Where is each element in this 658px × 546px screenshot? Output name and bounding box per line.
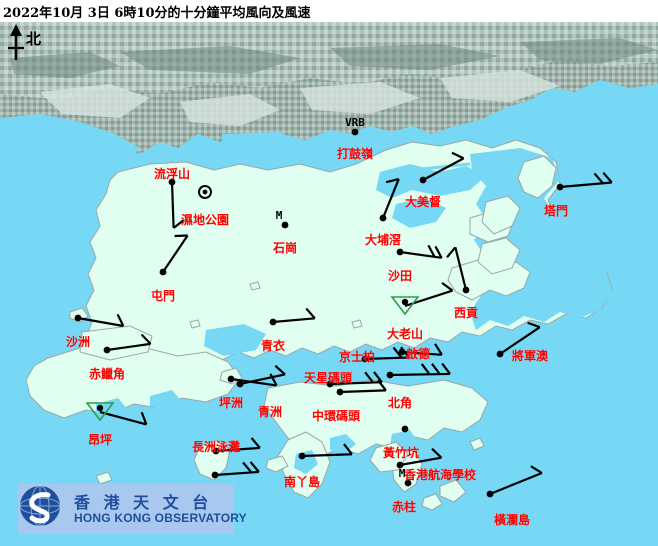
- station-flag-3: M: [275, 209, 283, 222]
- map-canvas: 北 打鼓嶺 VRB 流浮山濕地公園石崗 M 大美督塔門大埔滘沙田屯門西貢沙洲 大老山青衣赤…: [0, 22, 658, 546]
- station-marker: [396, 244, 443, 259]
- north-arrow-icon: [8, 24, 24, 60]
- station-label-22: 昂坪: [87, 433, 113, 447]
- station-label-9: 西貢: [453, 306, 479, 320]
- page-title: 2022年10月 3日 6時10分的十分鐘平均風向及風速: [3, 6, 311, 21]
- station-marker: [398, 343, 443, 356]
- station-label-1: 流浮山: [153, 167, 191, 181]
- station-label-15: 啟德: [405, 347, 431, 361]
- station-marker: [396, 447, 443, 469]
- map-geography: [0, 22, 658, 546]
- station-label-21: 坪洲: [218, 396, 244, 410]
- station-marker: [404, 479, 412, 487]
- station-label-12: 青衣: [260, 339, 286, 353]
- station-marker: [446, 246, 470, 294]
- station-marker: [556, 171, 613, 191]
- station-label-13: 赤鱲角: [88, 367, 126, 381]
- station-flag-28: M: [398, 467, 406, 480]
- station-label-4: 大美督: [404, 195, 442, 209]
- station-marker: [336, 379, 387, 396]
- station-label-7: 沙田: [387, 269, 413, 283]
- station-marker: [386, 362, 451, 379]
- logo-text-zh: 香 港 天 文 台: [74, 493, 213, 512]
- title-bar: 2022年10月 3日 6時10分的十分鐘平均風向及風速: [0, 0, 658, 22]
- station-label-10: 沙洲: [65, 335, 91, 349]
- station-marker: [227, 373, 278, 387]
- station-marker: [211, 461, 260, 479]
- station-marker: [401, 425, 409, 433]
- station-marker: [168, 178, 185, 229]
- station-label-14: 京士柏: [338, 350, 376, 364]
- station-marker: [212, 437, 261, 455]
- station-marker: [419, 151, 465, 184]
- wind-barb-layer: [74, 128, 613, 498]
- station-marker: [103, 333, 152, 354]
- station-label-27: 香港航海學校: [403, 468, 477, 482]
- station-label-2: 濕地公園: [180, 213, 230, 227]
- station-marker: [390, 282, 454, 316]
- station-label-23: 黃竹坑: [382, 446, 420, 460]
- station-marker: [85, 402, 148, 426]
- station-label-29: 橫瀾島: [493, 513, 531, 527]
- station-marker: [496, 321, 541, 358]
- station-marker: [361, 346, 410, 363]
- hko-logo-icon: [19, 485, 61, 527]
- station-marker: [281, 221, 289, 229]
- station-marker: [159, 234, 189, 276]
- station-marker: [198, 185, 212, 199]
- station-marker: [379, 177, 400, 222]
- station-flag-0: VRB: [345, 116, 365, 129]
- station-label-11: 大老山: [386, 327, 424, 341]
- north-label: 北: [26, 30, 42, 48]
- station-label-17: 天星碼頭: [303, 371, 353, 385]
- station-marker: [486, 465, 543, 498]
- logo-text-en: HONG KONG OBSERVATORY: [74, 511, 247, 525]
- station-label-19: 青洲: [257, 405, 283, 419]
- station-marker: [351, 128, 359, 136]
- hko-logo: 香 港 天 文 台 HONG KONG OBSERVATORY: [18, 484, 247, 534]
- station-label-6: 大埔滘: [364, 233, 402, 247]
- station-marker: [326, 371, 383, 388]
- station-label-18: 北角: [387, 396, 413, 410]
- station-label-16: 將軍澳: [511, 349, 549, 363]
- station-label-8: 屯門: [150, 289, 176, 303]
- station-marker: [298, 443, 353, 460]
- station-marker: [269, 307, 316, 326]
- station-label-28: 赤柱: [391, 500, 417, 514]
- station-label-26: 南丫島: [283, 475, 321, 489]
- station-label-24: 長洲泳灘: [191, 440, 241, 454]
- station-marker: [74, 313, 125, 328]
- station-label-0: 打鼓嶺: [336, 147, 374, 161]
- station-label-3: 石崗: [272, 241, 298, 255]
- station-label-5: 塔門: [543, 204, 569, 218]
- station-label-20: 中環碼頭: [311, 409, 361, 423]
